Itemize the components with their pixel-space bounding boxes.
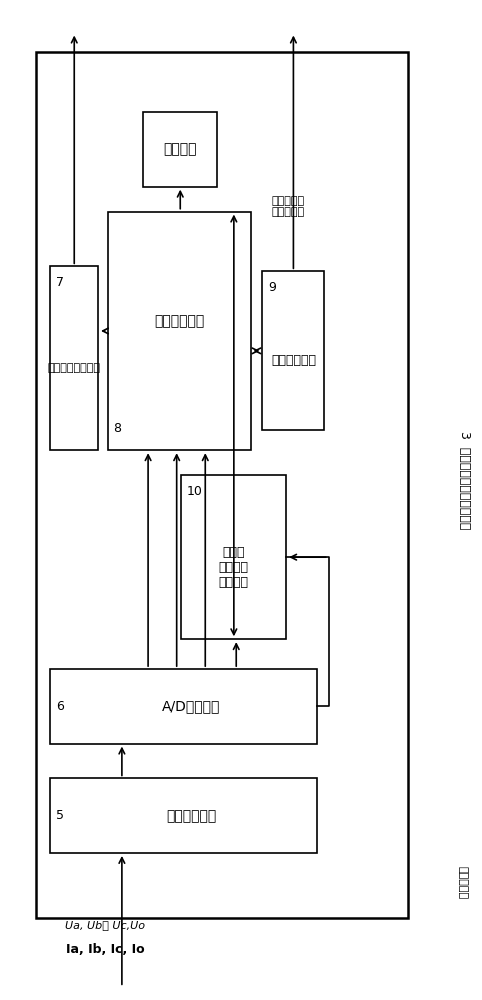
Bar bbox=[51, 778, 317, 853]
Text: 测控信息输出模块: 测控信息输出模块 bbox=[48, 363, 101, 373]
Text: 7: 7 bbox=[56, 276, 64, 289]
Bar bbox=[51, 266, 98, 450]
Text: Ia, Ib, Ic, Io: Ia, Ib, Ic, Io bbox=[66, 943, 145, 956]
Text: 3  模数式标准电力测控设备: 3 模数式标准电力测控设备 bbox=[458, 431, 471, 529]
Text: 显示面板: 显示面板 bbox=[163, 142, 197, 156]
Text: 信号处理模块: 信号处理模块 bbox=[154, 314, 204, 328]
Text: 5: 5 bbox=[56, 809, 64, 822]
Text: 低层电压和
电流数据流: 低层电压和 电流数据流 bbox=[272, 196, 305, 217]
Text: 9: 9 bbox=[268, 281, 276, 294]
Text: 10: 10 bbox=[187, 485, 203, 498]
Bar bbox=[36, 52, 408, 918]
Text: 计量误差値: 计量误差値 bbox=[457, 866, 468, 899]
Bar bbox=[181, 475, 286, 639]
Text: 数字通信模块: 数字通信模块 bbox=[271, 354, 316, 367]
Text: 6: 6 bbox=[56, 700, 64, 713]
Text: 信号调理模块: 信号调理模块 bbox=[166, 809, 216, 823]
Text: Ua, Ub， Uc,Uo: Ua, Ub， Uc,Uo bbox=[65, 920, 145, 930]
Bar bbox=[51, 669, 317, 744]
Bar bbox=[107, 212, 251, 450]
Text: 8: 8 bbox=[113, 422, 121, 435]
Text: 电源及
误差信息
存储模块: 电源及 误差信息 存储模块 bbox=[219, 546, 249, 589]
Bar bbox=[143, 112, 217, 187]
Text: A/D转换模块: A/D转换模块 bbox=[162, 699, 220, 713]
Bar bbox=[262, 271, 324, 430]
